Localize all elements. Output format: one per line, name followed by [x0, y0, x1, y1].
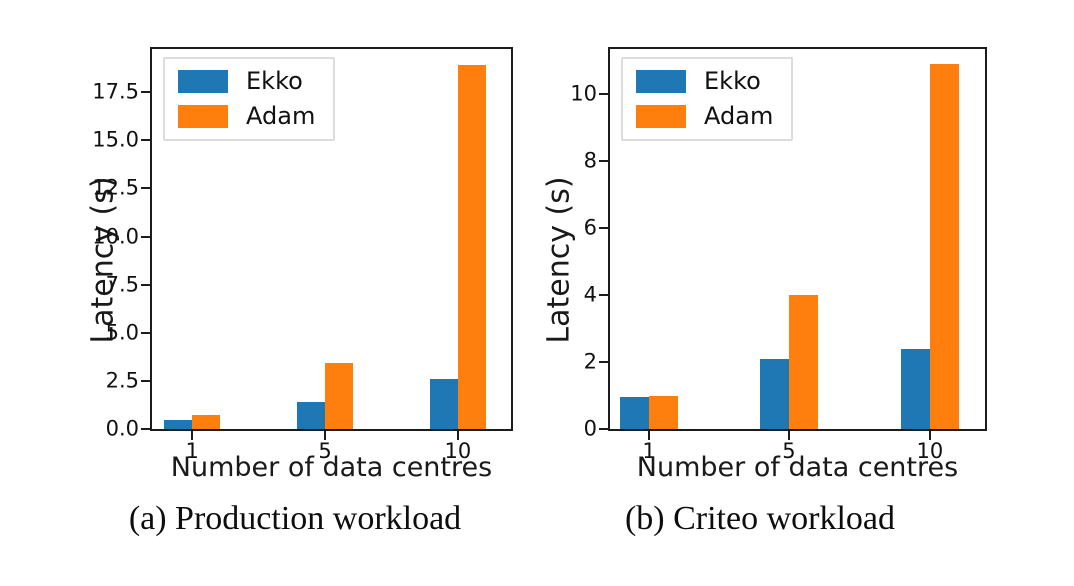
- y-axis-label: Latency (s): [85, 176, 121, 344]
- x-tick-mark: [648, 431, 650, 440]
- legend-swatch-adam: [636, 105, 686, 129]
- legend-label-ekko: Ekko: [246, 67, 303, 95]
- legend-label-ekko: Ekko: [704, 67, 761, 95]
- bar-ekko-5: [297, 402, 326, 429]
- legend-label-adam: Adam: [704, 102, 774, 131]
- y-tick-label: 15.0: [92, 127, 139, 152]
- y-tick-mark: [141, 187, 150, 190]
- x-axis-label: Number of data centres: [636, 452, 959, 483]
- x-tick-mark: [324, 431, 327, 440]
- y-axis-label: Latency (s): [541, 176, 577, 344]
- y-tick-label: 8: [583, 148, 597, 173]
- y-tick-mark: [141, 235, 150, 238]
- y-tick-mark: [141, 379, 150, 382]
- y-tick-label: 2.5: [105, 368, 139, 393]
- legend: Ekko Adam: [163, 57, 336, 141]
- legend-entry-ekko: Ekko: [178, 68, 315, 94]
- y-tick-mark: [599, 227, 608, 230]
- bar-ekko-1: [620, 397, 649, 429]
- plot-area-production: 0.0 2.5 5.0 7.5 10.0 12.5 15.0 17.5 1 5 10 Ekko Adam: [92, 47, 513, 463]
- x-tick-mark: [191, 431, 194, 440]
- y-tick-label: 10.0: [92, 224, 139, 249]
- bar-ekko-10: [429, 378, 458, 429]
- bar-ekko-1: [164, 420, 193, 429]
- x-tick-mark: [787, 431, 790, 440]
- y-tick-label: 17.5: [92, 79, 139, 104]
- y-tick-label: 2: [583, 349, 597, 374]
- x-tick-label: 1: [642, 439, 656, 463]
- plot-area-criteo: 0 2 4 6 8 10 1 5 10 Ekko Adam: [570, 47, 987, 463]
- subfigure-caption-a: (a) Production workload: [128, 500, 462, 537]
- y-tick-mark: [141, 283, 150, 286]
- legend-entry-adam: Adam: [636, 102, 774, 131]
- y-tick-label: 6: [583, 215, 597, 240]
- bar-adam-10: [457, 65, 486, 429]
- bar-adam-1: [649, 395, 678, 429]
- legend-swatch-ekko: [178, 69, 228, 93]
- y-tick-mark: [599, 160, 608, 163]
- x-tick-mark: [928, 431, 931, 440]
- subfigure-caption-b: (b) Criteo workload: [624, 500, 896, 537]
- bar-adam-5: [788, 295, 818, 429]
- x-tick-label: 1: [185, 439, 199, 463]
- y-tick-label: 10: [570, 81, 597, 106]
- x-axis-label: Number of data centres: [170, 452, 493, 483]
- y-tick-label: 0: [583, 416, 597, 441]
- bar-adam-10: [929, 64, 959, 429]
- y-tick-label: 5.0: [105, 320, 139, 345]
- x-tick-label: 5: [782, 439, 796, 463]
- y-tick-mark: [599, 361, 608, 364]
- y-tick-label: 0.0: [105, 416, 139, 441]
- y-tick-label: 12.5: [92, 176, 139, 201]
- x-tick-label: 10: [916, 439, 944, 463]
- legend: Ekko Adam: [621, 57, 794, 141]
- bar-ekko-10: [900, 348, 930, 429]
- y-tick-mark: [141, 428, 150, 430]
- legend-swatch-adam: [178, 105, 228, 129]
- y-tick-mark: [599, 93, 608, 96]
- y-tick-label: 4: [583, 282, 597, 307]
- subfigure-production: Latency (s) 0.0 2.5 5.0 7.5 10.0 12.5 15.0 17.5…: [85, 47, 513, 537]
- legend-label-adam: Adam: [246, 102, 316, 131]
- legend-entry-adam: Adam: [178, 102, 316, 131]
- bar-adam-1: [192, 414, 221, 429]
- y-tick-mark: [599, 428, 608, 430]
- x-tick-label: 5: [318, 439, 332, 463]
- y-tick-mark: [141, 139, 150, 142]
- bar-ekko-5: [759, 358, 789, 429]
- bar-adam-5: [325, 362, 354, 429]
- legend-swatch-ekko: [636, 69, 686, 93]
- subfigure-criteo: Latency (s) 0 2 4 6 8 10 1 5 10 Ekko Adam Number o…: [537, 0, 1074, 586]
- y-tick-mark: [141, 331, 150, 334]
- y-tick-label: 7.5: [105, 272, 139, 297]
- y-tick-mark: [141, 91, 150, 94]
- y-tick-mark: [599, 294, 608, 297]
- x-tick-label: 10: [444, 439, 472, 463]
- x-tick-mark: [456, 431, 459, 440]
- legend-entry-ekko: Ekko: [636, 68, 773, 94]
